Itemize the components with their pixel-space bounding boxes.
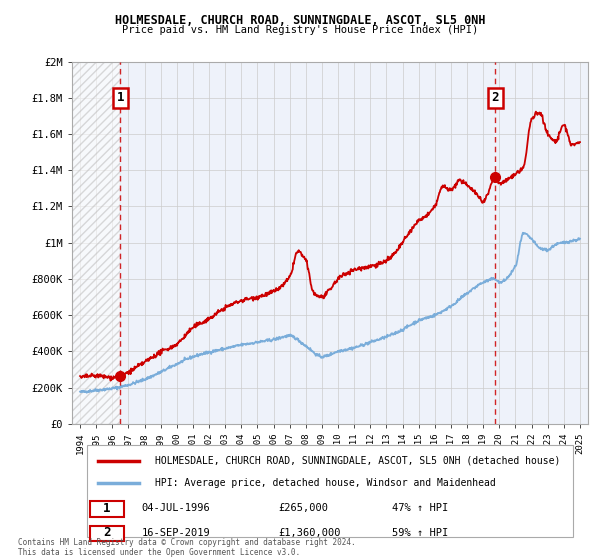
Text: £265,000: £265,000 <box>278 503 328 513</box>
Text: HPI: Average price, detached house, Windsor and Maidenhead: HPI: Average price, detached house, Wind… <box>155 478 496 488</box>
Text: Price paid vs. HM Land Registry's House Price Index (HPI): Price paid vs. HM Land Registry's House … <box>122 25 478 35</box>
Text: Contains HM Land Registry data © Crown copyright and database right 2024.
This d: Contains HM Land Registry data © Crown c… <box>18 538 356 557</box>
Text: HOLMESDALE, CHURCH ROAD, SUNNINGDALE, ASCOT, SL5 0NH (detached house): HOLMESDALE, CHURCH ROAD, SUNNINGDALE, AS… <box>155 455 560 465</box>
Text: 59% ↑ HPI: 59% ↑ HPI <box>392 528 448 538</box>
Text: £1,360,000: £1,360,000 <box>278 528 341 538</box>
Text: 04-JUL-1996: 04-JUL-1996 <box>142 503 211 513</box>
Text: 1: 1 <box>103 502 111 515</box>
FancyBboxPatch shape <box>88 445 572 538</box>
Text: 1: 1 <box>116 91 124 104</box>
Text: 16-SEP-2019: 16-SEP-2019 <box>142 528 211 538</box>
FancyBboxPatch shape <box>90 526 124 542</box>
FancyBboxPatch shape <box>90 501 124 516</box>
Text: 2: 2 <box>491 91 499 104</box>
Text: HOLMESDALE, CHURCH ROAD, SUNNINGDALE, ASCOT, SL5 0NH: HOLMESDALE, CHURCH ROAD, SUNNINGDALE, AS… <box>115 14 485 27</box>
Text: 47% ↑ HPI: 47% ↑ HPI <box>392 503 448 513</box>
Text: 2: 2 <box>103 526 111 539</box>
